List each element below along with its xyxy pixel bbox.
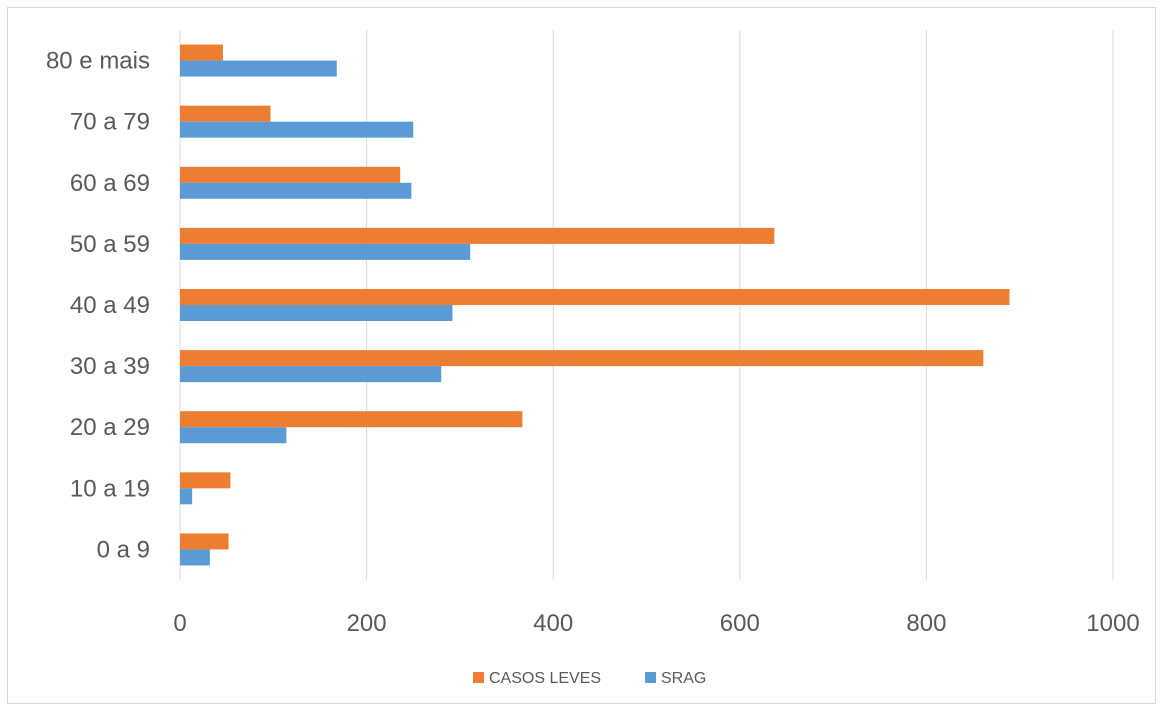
bar-srag-30-a-39: [180, 366, 442, 383]
category-labels: 0 a 9 10 a 19 20 a 29 30 a 39 40 a 49 50 a 59…: [46, 48, 150, 564]
category-label: 20 a 29: [70, 414, 150, 441]
category-label: 0 a 9: [97, 536, 150, 563]
bar-casos-leves-10-a-19: [180, 472, 231, 489]
bar-casos-leves-50-a-59: [180, 227, 775, 244]
category-label: 70 a 79: [70, 109, 150, 136]
category-label: 50 a 59: [70, 231, 150, 258]
bar-srag-50-a-59: [180, 243, 471, 260]
bar-srag-70-a-79: [180, 121, 414, 138]
legend-swatch-srag: [645, 672, 656, 683]
category-label: 80 e mais: [46, 48, 150, 75]
legend-label-casos-leves: CASOS LEVES: [489, 670, 601, 687]
x-tick-label: 200: [347, 610, 387, 637]
bar-casos-leves-20-a-29: [180, 411, 523, 428]
category-label: 30 a 39: [70, 353, 150, 380]
category-label: 60 a 69: [70, 170, 150, 197]
category-label: 10 a 19: [70, 475, 150, 502]
bar-srag-10-a-19: [180, 488, 193, 505]
bar-srag-20-a-29: [180, 427, 287, 444]
x-tick-label: 800: [906, 610, 946, 637]
bars: [180, 44, 1010, 566]
bar-srag-0-a-9: [180, 549, 210, 566]
bar-casos-leves-40-a-49: [180, 289, 1010, 305]
legend: CASOS LEVES SRAG: [473, 670, 706, 687]
bar-srag-80-e-mais: [180, 60, 337, 77]
x-tick-label: 400: [533, 610, 573, 637]
x-tick-label: 600: [720, 610, 760, 637]
bar-srag-60-a-69: [180, 182, 412, 199]
category-label: 40 a 49: [70, 292, 150, 319]
x-tick-label: 0: [173, 610, 186, 637]
x-tick-labels: 0 200 400 600 800 1000: [173, 610, 1139, 637]
legend-label-srag: SRAG: [661, 670, 706, 687]
bar-casos-leves-30-a-39: [180, 350, 984, 367]
bar-casos-leves-0-a-9: [180, 533, 229, 550]
bar-srag-40-a-49: [180, 305, 453, 321]
bar-casos-leves-70-a-79: [180, 105, 271, 122]
bar-casos-leves-80-e-mais: [180, 44, 223, 61]
bar-casos-leves-60-a-69: [180, 166, 401, 183]
x-tick-label: 1000: [1086, 610, 1139, 637]
legend-swatch-casos-leves: [473, 672, 484, 683]
